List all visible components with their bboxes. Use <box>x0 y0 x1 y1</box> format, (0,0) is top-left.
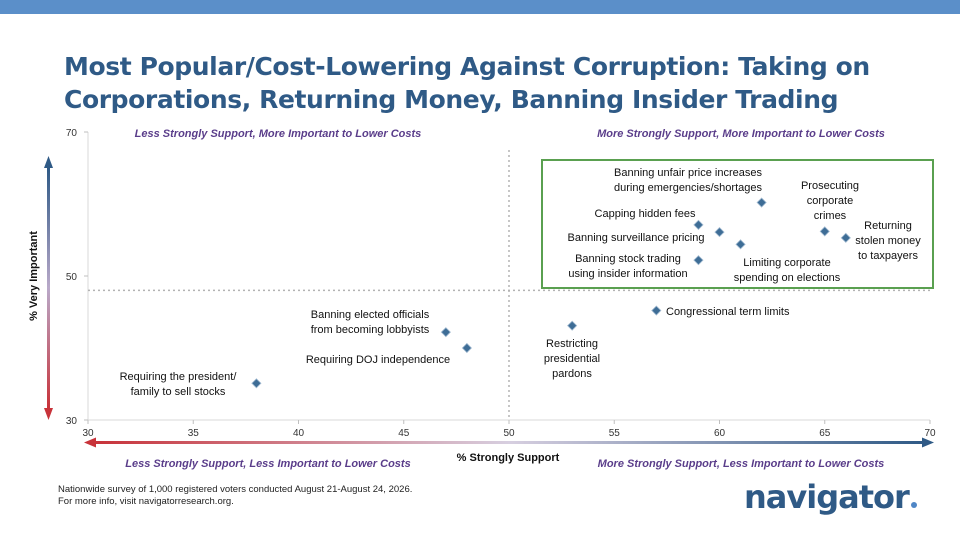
scatter-point <box>756 197 767 208</box>
x-axis-title: % Strongly Support <box>457 452 560 464</box>
footnote: Nationwide survey of 1,000 registered vo… <box>58 484 412 508</box>
scatter-point <box>567 320 578 331</box>
scatter-point <box>461 342 472 354</box>
x-tick-label: 45 <box>398 428 410 439</box>
point-label-line: spending on elections <box>734 272 841 284</box>
horizontal-gradient-arrow <box>96 441 922 444</box>
scatter-point <box>693 255 704 266</box>
arrow-down-icon <box>44 408 53 420</box>
scatter-point <box>440 327 451 338</box>
y-axis-title: % Very Important <box>28 231 40 321</box>
scatter-point <box>714 226 725 238</box>
scatter-point <box>735 239 746 250</box>
vertical-gradient-arrow <box>47 168 50 408</box>
point-label: Restricting presidential pardons <box>544 338 600 380</box>
title-line-2: Corporations, Returning Money, Banning I… <box>64 85 839 114</box>
point-label-line: Requiring the president/ <box>120 371 238 383</box>
x-tick-label: 70 <box>924 428 936 439</box>
point-label-line: corporate <box>807 195 853 207</box>
point-label: Congressional term limits <box>666 306 790 318</box>
point-label-line: during emergencies/shortages <box>614 182 762 194</box>
point-label-line: using insider information <box>568 268 687 280</box>
arrow-up-icon <box>44 156 53 168</box>
point-label: Limiting corporate spending on elections <box>734 257 841 284</box>
footnote-line-2: For more info, visit navigatorresearch.o… <box>58 496 234 507</box>
scatter-point <box>251 378 262 389</box>
logo-dot-icon <box>910 502 917 508</box>
point-label-line: stolen money <box>855 235 921 247</box>
scatter-point <box>819 226 830 237</box>
footnote-line-1: Nationwide survey of 1,000 registered vo… <box>58 484 413 495</box>
x-tick-label: 35 <box>188 428 200 439</box>
point-label-line: Banning surveillance pricing <box>568 232 705 244</box>
scatter-point <box>840 232 851 243</box>
point-label: Banning unfair price increases during eme… <box>614 167 762 194</box>
scatter-point <box>693 219 704 230</box>
x-tick-label: 60 <box>714 428 726 439</box>
point-label-line: Banning stock trading <box>575 253 681 265</box>
scatter-point <box>651 305 662 316</box>
point-label-line: pardons <box>552 368 592 380</box>
point-label: Returning stolen money to taxpayers <box>855 220 921 262</box>
top-right-highlight-box <box>541 159 934 289</box>
quadrant-label-top-right: More Strongly Support, More Important to… <box>597 128 885 140</box>
page-title: Most Popular/Cost-Lowering Against Corru… <box>64 50 924 116</box>
title-line-1: Most Popular/Cost-Lowering Against Corru… <box>64 52 870 81</box>
point-label-line: Capping hidden fees <box>595 208 696 220</box>
point-label-line: Congressional term limits <box>666 306 790 318</box>
quadrant-label-top-left: Less Strongly Support, More Important to… <box>135 128 422 140</box>
point-label-line: Requiring DOJ independence <box>306 354 450 366</box>
point-label-line: from becoming lobbyists <box>311 324 430 336</box>
y-tick-label: 50 <box>66 272 78 283</box>
logo-text: navigator <box>744 478 910 516</box>
point-label-line: Limiting corporate <box>743 257 830 269</box>
point-label: Banning elected officials from becoming l… <box>311 309 430 336</box>
point-label-line: Prosecuting <box>801 180 859 192</box>
point-label: Banning stock trading using insider infor… <box>568 253 687 280</box>
arrow-right-icon <box>922 437 934 448</box>
top-accent-bar <box>0 0 960 14</box>
point-label-line: to taxpayers <box>858 250 918 262</box>
x-tick-label: 65 <box>819 428 831 439</box>
x-tick-label: 30 <box>82 428 94 439</box>
point-label-line: Banning unfair price increases <box>614 167 762 179</box>
quadrant-label-bottom-left: Less Strongly Support, Less Important to… <box>125 458 410 470</box>
point-label-line: Restricting <box>546 338 598 350</box>
point-label-line: crimes <box>814 210 847 222</box>
arrow-left-icon <box>84 437 96 448</box>
point-label: Banning surveillance pricing <box>568 232 705 244</box>
point-label-line: family to sell stocks <box>131 386 226 398</box>
point-label-line: Banning elected officials <box>311 309 430 321</box>
x-tick-label: 40 <box>293 428 305 439</box>
navigator-logo: navigator <box>744 478 917 516</box>
point-label-line: Returning <box>864 220 912 232</box>
point-label: Prosecuting corporate crimes <box>801 180 859 222</box>
point-label: Requiring DOJ independence <box>306 354 450 366</box>
y-tick-label: 30 <box>66 416 78 427</box>
y-tick-label: 70 <box>66 128 78 139</box>
quadrant-label-bottom-right: More Strongly Support, Less Important to… <box>598 458 885 470</box>
point-label: Capping hidden fees <box>595 208 696 220</box>
point-label-line: presidential <box>544 353 600 365</box>
x-tick-label: 50 <box>503 428 515 439</box>
x-tick-label: 55 <box>609 428 621 439</box>
point-label: Requiring the president/family to sell s… <box>120 371 238 398</box>
